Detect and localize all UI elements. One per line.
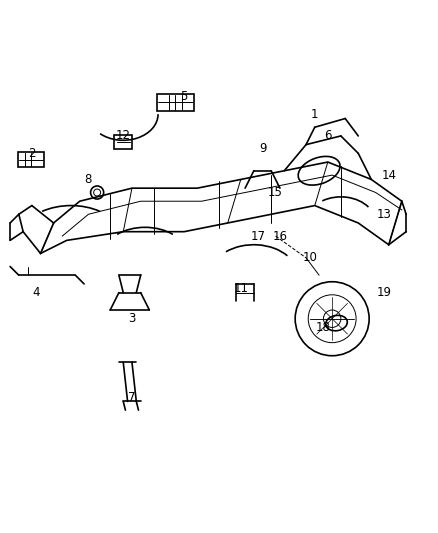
Text: 3: 3 xyxy=(128,312,136,325)
Text: 5: 5 xyxy=(180,90,188,103)
Text: 18: 18 xyxy=(316,321,331,334)
Text: 2: 2 xyxy=(28,147,35,160)
Text: 8: 8 xyxy=(85,173,92,186)
Text: 17: 17 xyxy=(251,230,266,243)
Text: 9: 9 xyxy=(259,142,266,156)
Text: 4: 4 xyxy=(32,286,40,299)
Text: 19: 19 xyxy=(377,286,392,299)
Text: 10: 10 xyxy=(303,251,318,264)
Text: 12: 12 xyxy=(116,130,131,142)
Text: 11: 11 xyxy=(233,282,248,295)
Text: 6: 6 xyxy=(324,130,332,142)
Text: 7: 7 xyxy=(128,391,136,403)
Text: 13: 13 xyxy=(377,208,392,221)
Text: 14: 14 xyxy=(381,168,396,182)
Text: 16: 16 xyxy=(272,230,287,243)
Text: 1: 1 xyxy=(311,108,318,120)
Text: 15: 15 xyxy=(268,186,283,199)
